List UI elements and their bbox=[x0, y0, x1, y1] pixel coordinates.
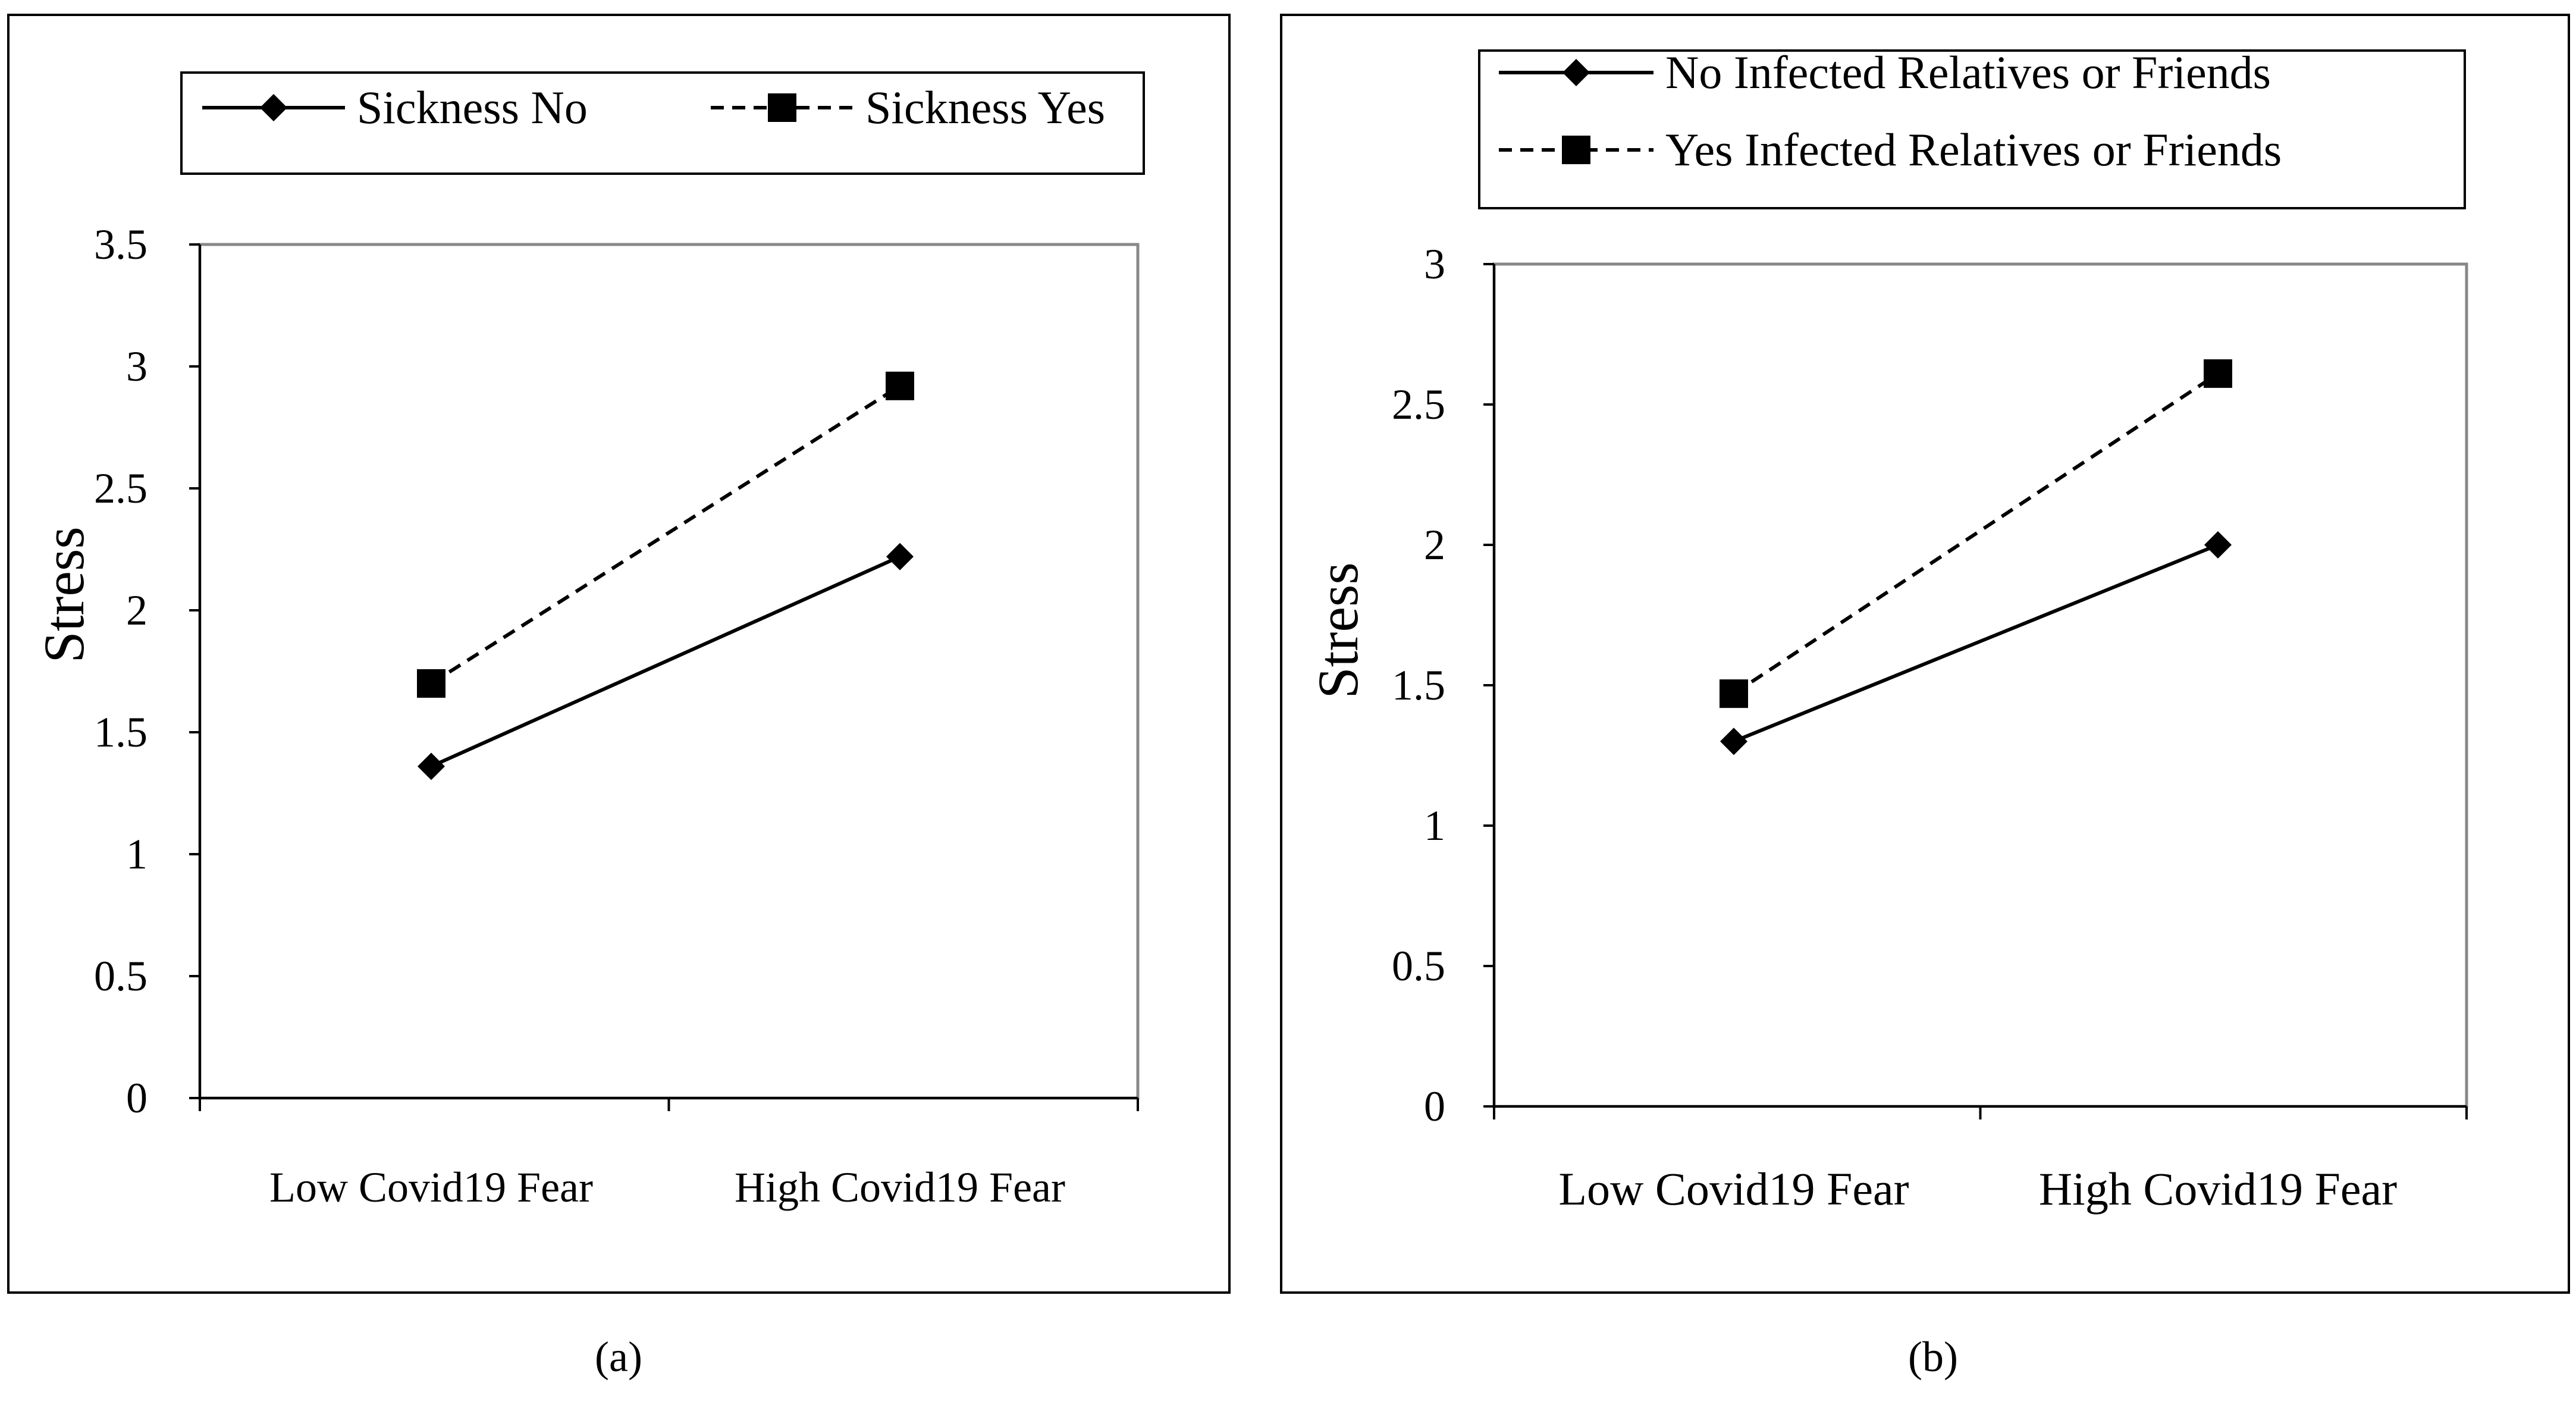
panel-b-y-tick-label: 0 bbox=[1424, 1083, 1445, 1130]
panel-a-legend-box bbox=[180, 71, 1145, 175]
chart-panel-b: No Infected Relatives or Friends Yes Infe… bbox=[1280, 14, 2570, 1294]
panel-a-legend-1-marker bbox=[768, 93, 796, 122]
panel-b-series-1-line bbox=[1733, 372, 2219, 695]
panel-b-y-tick-label: 3 bbox=[1424, 240, 1445, 288]
panel-b-y-axis-label: Stress bbox=[1306, 562, 1370, 698]
panel-b-legend-1-marker bbox=[1562, 136, 1590, 164]
panel-a-y-tick-label: 0 bbox=[126, 1074, 148, 1122]
panel-b-series-0-point-0 bbox=[1720, 727, 1747, 755]
panel-a-caption: (a) bbox=[595, 1333, 642, 1381]
panel-b-frame bbox=[1280, 14, 2570, 1294]
panel-b-y-tick-label: 0.5 bbox=[1392, 942, 1445, 990]
panel-a-y-tick-label: 0.5 bbox=[94, 952, 148, 1000]
panel-b-caption: (b) bbox=[1908, 1333, 1958, 1381]
panel-a-series-0-point-0 bbox=[418, 752, 445, 780]
panel-b-series-0-line bbox=[1733, 543, 2219, 744]
panel-a-y-axis-label: Stress bbox=[32, 526, 96, 663]
panel-a-legend-1-label: Sickness Yes bbox=[865, 81, 1105, 133]
panel-b-series-1-point-1 bbox=[2204, 359, 2232, 388]
panel-b-series-1-point-0 bbox=[1720, 679, 1748, 708]
panel-a-y-tick-label: 3.5 bbox=[94, 221, 148, 268]
panel-a-y-tick-label: 1.5 bbox=[94, 708, 148, 756]
panel-b-y-tick-label: 2.5 bbox=[1392, 381, 1445, 428]
panel-a-legend-0-label: Sickness No bbox=[357, 81, 588, 133]
panel-a-series-0-line bbox=[430, 555, 901, 769]
panel-b-legend-0-label: No Infected Relatives or Friends bbox=[1665, 46, 2271, 98]
panel-b-y-tick-label: 1 bbox=[1424, 802, 1445, 849]
panel-b-plot-area bbox=[1492, 262, 2468, 1108]
panel-a-x-category-label: High Covid19 Fear bbox=[735, 1163, 1065, 1211]
panel-b-series-0-point-1 bbox=[2204, 531, 2232, 559]
panel-a-series-1-line bbox=[430, 384, 901, 685]
panel-a-x-category-label: Low Covid19 Fear bbox=[269, 1163, 593, 1211]
panel-a-series-0-point-1 bbox=[886, 542, 914, 570]
panel-b-legend-box bbox=[1478, 49, 2466, 209]
panel-b-y-tick-label: 1.5 bbox=[1392, 661, 1445, 709]
panel-a-y-tick-label: 3 bbox=[126, 343, 148, 390]
panel-a-y-tick-label: 2.5 bbox=[94, 465, 148, 512]
panel-a-series-1-point-1 bbox=[886, 371, 914, 400]
chart-panel-a: Sickness No Sickness Yes Stress 0 0.5 1 1.5 2… bbox=[7, 14, 1231, 1294]
panel-a-y-tick-label: 1 bbox=[126, 830, 148, 878]
panel-b-x-category-label: High Covid19 Fear bbox=[2039, 1163, 2397, 1215]
panel-b-x-category-label: Low Covid19 Fear bbox=[1558, 1163, 1909, 1215]
panel-b-legend-1-label: Yes Infected Relatives or Friends bbox=[1665, 124, 2282, 175]
panel-b-y-tick-label: 2 bbox=[1424, 521, 1445, 569]
panel-a-y-tick-label: 2 bbox=[126, 587, 148, 634]
panel-a-legend-0-marker bbox=[260, 94, 287, 121]
panel-b-legend-0-marker bbox=[1562, 59, 1590, 86]
panel-a-plot-area bbox=[198, 243, 1140, 1100]
panel-a-frame bbox=[7, 14, 1231, 1294]
panel-a-series-1-point-0 bbox=[417, 669, 445, 698]
